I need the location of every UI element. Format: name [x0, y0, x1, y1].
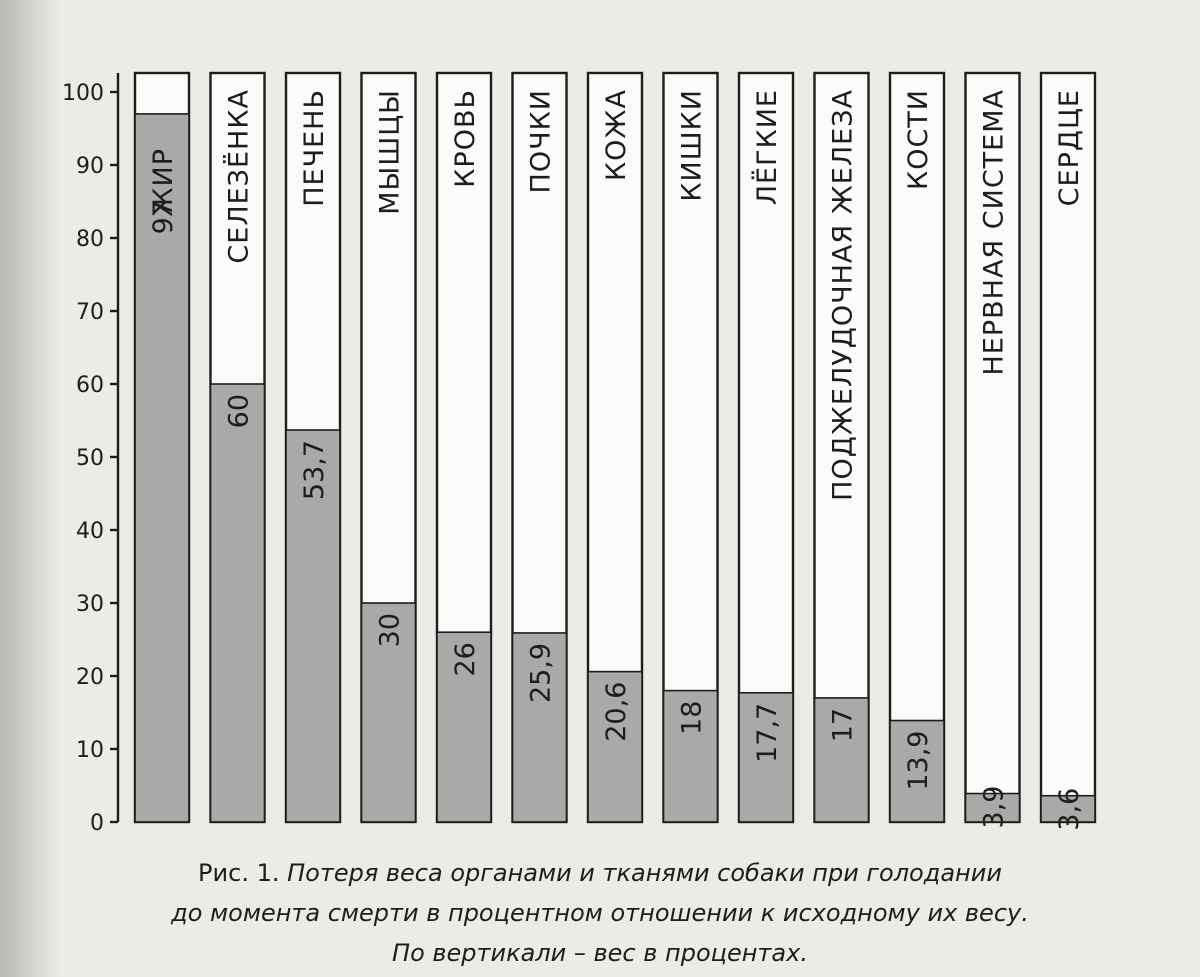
caption-line-3: По вертикали – вес в процентах. — [392, 939, 808, 967]
value-label: 25,9 — [526, 643, 557, 703]
bar-group: СЕЛЕЗЁНКА 60 — [209, 71, 266, 824]
category-label: ЛЁГКИЕ — [751, 89, 783, 205]
y-tick-label: 10 — [76, 738, 104, 763]
bar-group: ПОЧКИ 25,9 — [511, 71, 568, 824]
bar-group: ПОДЖЕЛУДОЧНАЯ ЖЕЛЕЗА 17 — [813, 71, 870, 824]
bar-frame — [1039, 71, 1097, 824]
bar — [738, 691, 794, 823]
value-label: 26 — [450, 642, 481, 676]
bar-group: КОСТИ 13,9 — [888, 71, 946, 824]
y-tick-label: 70 — [76, 300, 104, 325]
bar — [360, 602, 417, 823]
category-label: СЕЛЕЗЁНКА — [223, 89, 255, 264]
bar — [964, 792, 1021, 823]
value-label: 17 — [828, 708, 859, 742]
category-label: ПЕЧЕНЬ — [299, 89, 330, 207]
caption-prefix: Рис. 1. — [198, 859, 280, 887]
category-label: СЕРДЦЕ — [1054, 89, 1085, 206]
value-label: 20,6 — [601, 682, 632, 742]
bar-group: ПЕЧЕНЬ 53,7 — [284, 71, 342, 824]
bar-group: КРОВЬ 26 — [435, 71, 493, 824]
figure-caption: Рис. 1. Потеря веса органами и тканями с… — [100, 853, 1100, 973]
bar — [889, 719, 945, 823]
category-label: МЫШЦЫ — [375, 89, 406, 215]
category-label: КИШКИ — [677, 89, 708, 202]
bar — [662, 689, 719, 823]
category-label: КОЖА — [601, 89, 632, 181]
y-tick-label: 90 — [76, 154, 104, 179]
y-tick-label: 20 — [76, 665, 104, 690]
category-label: КРОВЬ — [450, 89, 481, 188]
bar-group: МЫШЦЫ 30 — [360, 71, 417, 824]
caption-line-2: до момента смерти в процентном отношении… — [171, 899, 1029, 927]
bar — [1040, 794, 1096, 823]
value-label: 3,6 — [1054, 788, 1085, 831]
value-label: 18 — [677, 701, 708, 735]
caption-line-1: Потеря веса органами и тканями собаки пр… — [287, 859, 1002, 887]
category-label: ПОЧКИ — [526, 89, 557, 193]
bar-frame — [964, 71, 1021, 824]
y-tick-label: 60 — [76, 373, 104, 398]
y-tick-label: 40 — [76, 519, 104, 544]
y-tick-label: 50 — [76, 446, 104, 471]
bar-group: СЕРДЦЕ 3,6 — [1039, 71, 1097, 831]
category-label: ЖИР — [148, 148, 179, 217]
value-label: 3,9 — [979, 786, 1010, 829]
bar — [134, 113, 190, 823]
category-label: НЕРВНАЯ СИСТЕМА — [979, 89, 1010, 376]
y-tick-label: 30 — [76, 592, 104, 617]
bar — [587, 670, 643, 823]
value-label: 30 — [375, 613, 406, 647]
category-label: ПОДЖЕЛУДОЧНАЯ ЖЕЛЕЗА — [828, 89, 859, 501]
bar-group: КОЖА 20,6 — [586, 71, 644, 824]
y-tick-label: 0 — [90, 811, 104, 836]
value-label: 53,7 — [299, 440, 330, 500]
bar — [285, 429, 341, 823]
y-tick-label: 80 — [76, 227, 104, 252]
y-tick-label: 100 — [62, 81, 104, 106]
bar-group: НЕРВНАЯ СИСТЕМА 3,9 — [964, 71, 1021, 829]
page-edge-shadow — [0, 0, 60, 977]
value-label: 97 — [148, 200, 179, 234]
bar — [511, 632, 568, 823]
bar-group: ЛЁГКИЕ 17,7 — [737, 71, 795, 824]
value-label: 13,9 — [903, 731, 934, 791]
value-label: 60 — [224, 394, 255, 428]
bar — [813, 697, 870, 823]
bar — [436, 631, 492, 823]
y-axis: 0 10 20 30 40 50 60 70 80 90 100 — [62, 73, 120, 836]
bar-group: КИШКИ 18 — [662, 71, 719, 824]
category-label: КОСТИ — [903, 89, 934, 190]
bar — [209, 383, 266, 823]
value-label: 17,7 — [752, 703, 783, 763]
